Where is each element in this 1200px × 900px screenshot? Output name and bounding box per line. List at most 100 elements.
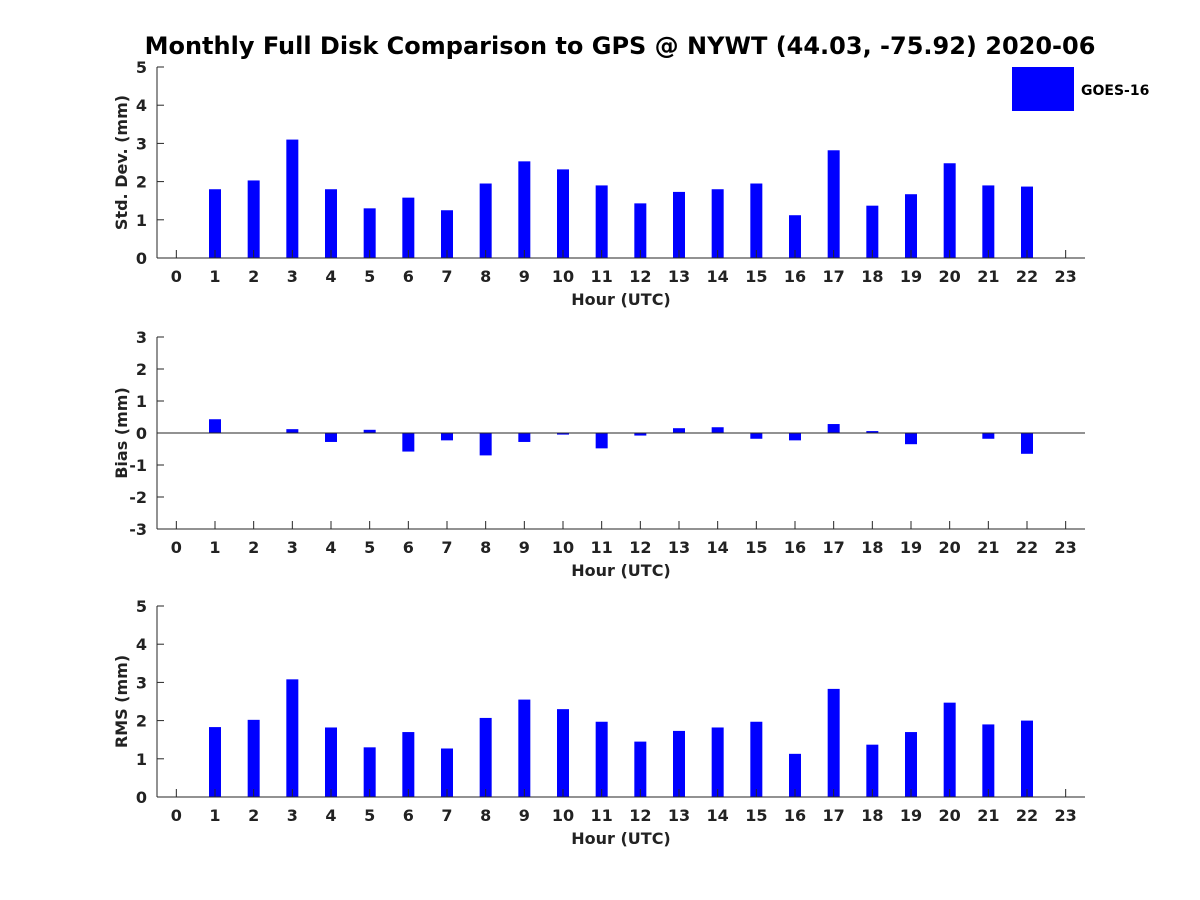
x-tick-label-rms-13: 13 [668, 806, 690, 825]
x-axis-label-bias: Hour (UTC) [571, 561, 671, 580]
x-tick-label-rms-17: 17 [823, 806, 845, 825]
bar-rms-hour-7 [441, 748, 453, 797]
x-tick-label-bias-6: 6 [403, 538, 414, 557]
bar-rms-hour-12 [634, 741, 647, 797]
x-tick-label-std-11: 11 [591, 267, 613, 286]
x-axis-label-std: Hour (UTC) [571, 290, 671, 309]
bar-std-hour-16 [789, 215, 801, 258]
bar-rms-hour-21 [982, 724, 995, 797]
x-tick-label-rms-3: 3 [287, 806, 298, 825]
bar-std-hour-3 [286, 139, 299, 258]
bar-rms-hour-18 [866, 744, 879, 797]
x-tick-label-std-9: 9 [519, 267, 530, 286]
x-tick-label-bias-0: 0 [171, 538, 182, 557]
y-tick-label-std-5: 5 [136, 58, 147, 77]
y-tick-label-rms-2: 2 [136, 712, 147, 731]
x-tick-label-rms-7: 7 [441, 806, 452, 825]
y-tick-label-std-3: 3 [136, 134, 147, 153]
x-tick-label-bias-18: 18 [861, 538, 883, 557]
bar-rms-hour-6 [402, 732, 415, 797]
bar-rms-hour-8 [479, 717, 492, 797]
x-tick-label-std-17: 17 [823, 267, 845, 286]
bar-bias-hour-14 [711, 427, 724, 433]
bar-bias-hour-8 [479, 433, 492, 456]
x-tick-label-std-15: 15 [745, 267, 767, 286]
y-tick-label-bias-0: 0 [136, 424, 147, 443]
x-tick-label-bias-3: 3 [287, 538, 298, 557]
x-tick-label-bias-10: 10 [552, 538, 574, 557]
bar-bias-hour-4 [325, 433, 337, 442]
x-tick-label-std-8: 8 [480, 267, 491, 286]
bar-rms-hour-4 [325, 727, 337, 797]
y-axis-label-bias: Bias (mm) [112, 387, 131, 479]
bar-bias-hour-13 [673, 428, 685, 433]
bar-std-hour-11 [595, 185, 608, 258]
x-tick-label-rms-5: 5 [364, 806, 375, 825]
x-tick-label-bias-1: 1 [209, 538, 220, 557]
x-tick-label-bias-15: 15 [745, 538, 767, 557]
bar-bias-hour-16 [789, 433, 801, 441]
x-tick-label-rms-22: 22 [1016, 806, 1038, 825]
legend-swatch-goes-16 [1012, 67, 1074, 111]
bar-bias-hour-18 [866, 431, 879, 433]
bar-std-hour-13 [673, 191, 685, 258]
y-tick-label-rms-0: 0 [136, 788, 147, 807]
y-tick-label-bias-3: 3 [136, 328, 147, 347]
y-tick-label-rms-5: 5 [136, 597, 147, 616]
bar-rms-hour-9 [518, 699, 531, 797]
bar-std-hour-12 [634, 203, 647, 258]
bar-std-hour-17 [827, 150, 840, 258]
x-tick-label-std-16: 16 [784, 267, 806, 286]
x-tick-label-std-12: 12 [629, 267, 651, 286]
x-tick-label-std-22: 22 [1016, 267, 1038, 286]
x-tick-label-std-7: 7 [441, 267, 452, 286]
bar-std-hour-4 [325, 189, 337, 258]
chart-title: Monthly Full Disk Comparison to GPS @ NY… [145, 32, 1096, 60]
bar-std-hour-14 [711, 189, 724, 258]
x-tick-label-bias-9: 9 [519, 538, 530, 557]
bar-rms-hour-13 [673, 730, 685, 797]
x-tick-label-rms-10: 10 [552, 806, 574, 825]
bar-rms-hour-16 [789, 753, 801, 797]
x-tick-label-bias-12: 12 [629, 538, 651, 557]
x-tick-label-bias-23: 23 [1055, 538, 1077, 557]
x-tick-label-std-21: 21 [977, 267, 999, 286]
bar-std-hour-2 [247, 180, 260, 258]
x-tick-label-bias-19: 19 [900, 538, 922, 557]
bar-std-hour-10 [557, 169, 569, 258]
bar-rms-hour-14 [711, 727, 724, 797]
x-tick-label-rms-12: 12 [629, 806, 651, 825]
y-tick-label-bias-2: 2 [136, 360, 147, 379]
bar-std-hour-5 [363, 208, 376, 258]
bar-bias-hour-22 [1021, 433, 1033, 454]
x-tick-label-rms-19: 19 [900, 806, 922, 825]
x-tick-label-rms-11: 11 [591, 806, 613, 825]
bar-bias-hour-10 [557, 433, 569, 435]
bar-std-hour-8 [479, 183, 492, 258]
bar-bias-hour-1 [209, 419, 221, 433]
bar-std-hour-18 [866, 205, 879, 258]
bar-std-hour-22 [1021, 186, 1033, 258]
y-tick-label-bias-1: 1 [136, 392, 147, 411]
x-tick-label-std-13: 13 [668, 267, 690, 286]
y-tick-label-bias--1: -1 [129, 456, 147, 475]
x-tick-label-rms-6: 6 [403, 806, 414, 825]
bar-rms-hour-2 [247, 719, 260, 797]
y-tick-label-std-4: 4 [136, 96, 147, 115]
bar-rms-hour-10 [557, 709, 569, 797]
x-tick-label-std-19: 19 [900, 267, 922, 286]
bar-rms-hour-15 [750, 721, 763, 797]
bar-bias-hour-6 [402, 433, 415, 452]
x-tick-label-rms-1: 1 [209, 806, 220, 825]
x-tick-label-rms-4: 4 [325, 806, 336, 825]
x-tick-label-rms-14: 14 [707, 806, 729, 825]
bar-bias-hour-21 [982, 433, 995, 439]
bar-bias-hour-12 [634, 433, 647, 436]
x-tick-label-bias-7: 7 [441, 538, 452, 557]
bar-rms-hour-20 [943, 702, 956, 797]
bar-bias-hour-9 [518, 433, 531, 442]
